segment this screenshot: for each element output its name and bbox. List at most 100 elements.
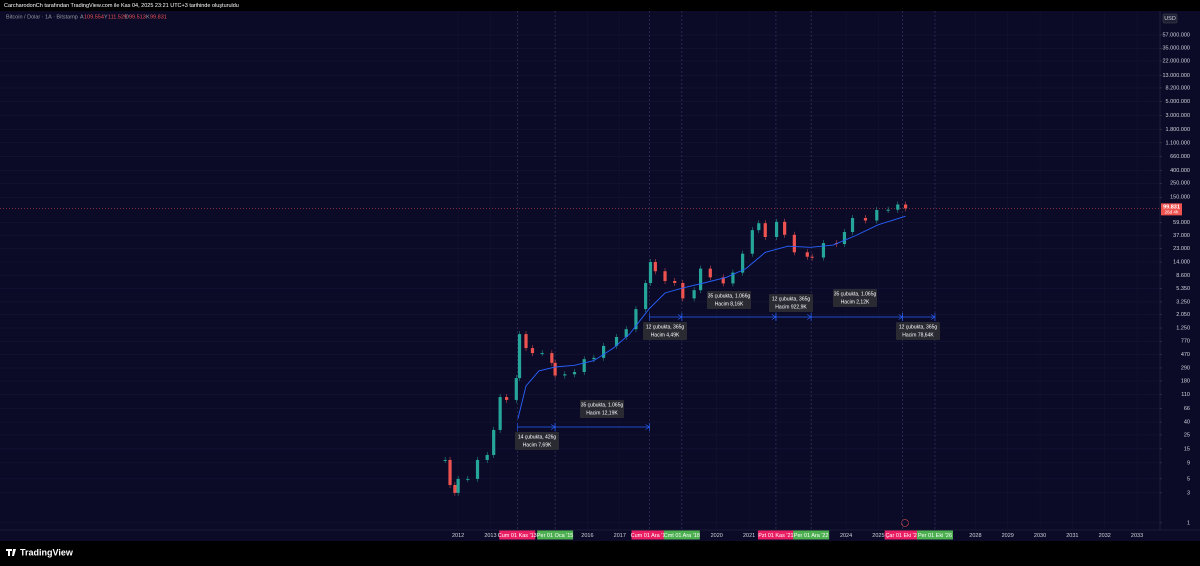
candle [741,253,745,273]
marker-label: Pzt 01 Kas '21 [758,533,793,539]
y-tick-label: 1.250 [1176,325,1190,331]
y-tick-label: 8.200.000 [1166,85,1190,91]
y-tick-label: 290 [1181,365,1190,371]
candle [750,230,754,254]
candle [903,204,908,209]
candle [653,262,657,272]
y-tick-label: 9 [1187,460,1190,466]
measure-volume: Hacim 4,49K [651,332,680,338]
arrow-head [930,314,936,320]
candle [492,429,496,455]
x-tick-label: 2024 [840,533,852,539]
y-tick-label: 57.000.000 [1162,32,1190,38]
candle [805,252,809,257]
x-tick-label: 2028 [969,533,981,539]
x-tick-label: 2017 [614,533,626,539]
attribution: CarcharodonCh tarafından TradingView.com… [4,3,239,9]
y-tick-label: 3.000.000 [1166,113,1190,119]
y-tick-label: 1 [1187,520,1190,526]
candle [505,397,509,400]
measure-box [515,432,559,450]
candle [448,459,452,485]
candle [563,374,567,376]
candle [582,359,586,373]
candle [708,268,712,278]
candle [842,232,847,245]
measure-volume: Hacim 2,12K [841,299,870,305]
candle [648,262,653,283]
measure-volume: Hacim 78,64K [902,332,934,338]
x-tick-label: 2033 [1131,533,1143,539]
y-tick-label: 5.000.000 [1166,99,1190,105]
measure-bars: 12 çubukta, 365g [899,324,938,330]
candle [721,277,725,284]
symbol-line: Bitcoin / Dolar · 1A · Bitstamp A 109.55… [6,14,167,20]
measure-box [707,291,751,309]
candle [614,337,619,346]
candle [485,454,489,460]
logo-mark [6,549,16,556]
last-price-box [1161,203,1182,216]
x-tick-label: 2030 [1034,533,1046,539]
candle [456,478,460,493]
candle [592,357,596,360]
candle [514,378,518,400]
candle [698,268,703,291]
chart-pane [0,11,1200,541]
candle [681,282,685,299]
x-tick-label: 2025 [872,533,884,539]
x-tick-label: 2029 [1002,533,1014,539]
candle [886,209,890,211]
candle [850,218,855,233]
x-tick-label: 2016 [581,533,593,539]
currency-box [1162,13,1178,24]
open-label: A [80,14,84,20]
y-tick-label: 37.000 [1173,233,1190,239]
candle [443,459,447,461]
candle [498,397,502,430]
y-tick-label: 25 [1184,432,1190,438]
candle [875,210,879,221]
marker-label-bg [663,530,700,540]
candle [663,271,667,281]
y-tick-label: 15 [1184,446,1190,452]
marker-label: Çar 01 Eki '25 [885,533,919,539]
logo: TradingView [6,547,74,557]
x-tick-label: 2021 [743,533,755,539]
x-tick-label: 2032 [1099,533,1111,539]
y-tick-label: 150.000 [1170,195,1190,201]
candle [763,223,767,238]
arrow-head [645,424,651,430]
close-label: K [146,14,150,20]
y-tick-label: 13.000.000 [1162,73,1190,79]
marker-label-bg [916,530,953,540]
y-tick-label: 110 [1181,392,1190,398]
y-tick-label: 180 [1181,378,1190,384]
y-tick-label: 23.000 [1173,246,1190,252]
marker-label: Per 01 Eki '26 [918,533,952,539]
y-tick-label: 8.600 [1176,273,1190,279]
marker-label: Per 01 Ara '22 [794,533,829,539]
marker-label: Per 01 Oca '15 [537,533,574,539]
measure-bars: 35 çubukta, 1.065g [581,402,624,408]
low-label: D [125,14,129,20]
symbol-name: Bitcoin / Dolar · 1A · Bitstamp [6,14,78,20]
candle [731,272,735,284]
candle [466,478,470,480]
x-tick-label: 2031 [1066,533,1078,539]
candle [530,348,535,354]
last-price-label: 99.831 [1163,204,1180,210]
x-tick-label: 2012 [452,533,464,539]
open: 109.554 [84,14,104,20]
marker-label-bg [537,530,574,540]
y-tick-label: 3.250 [1176,299,1190,305]
measure-bars: 35 çubukta, 1.066g [708,293,751,299]
candle [453,484,457,493]
candle [863,218,868,221]
logo-text: TradingView [20,547,74,557]
moving-average [517,215,906,420]
candle [644,282,648,310]
marker-label-bg [757,530,794,540]
y-tick-label: 250.000 [1170,181,1190,187]
